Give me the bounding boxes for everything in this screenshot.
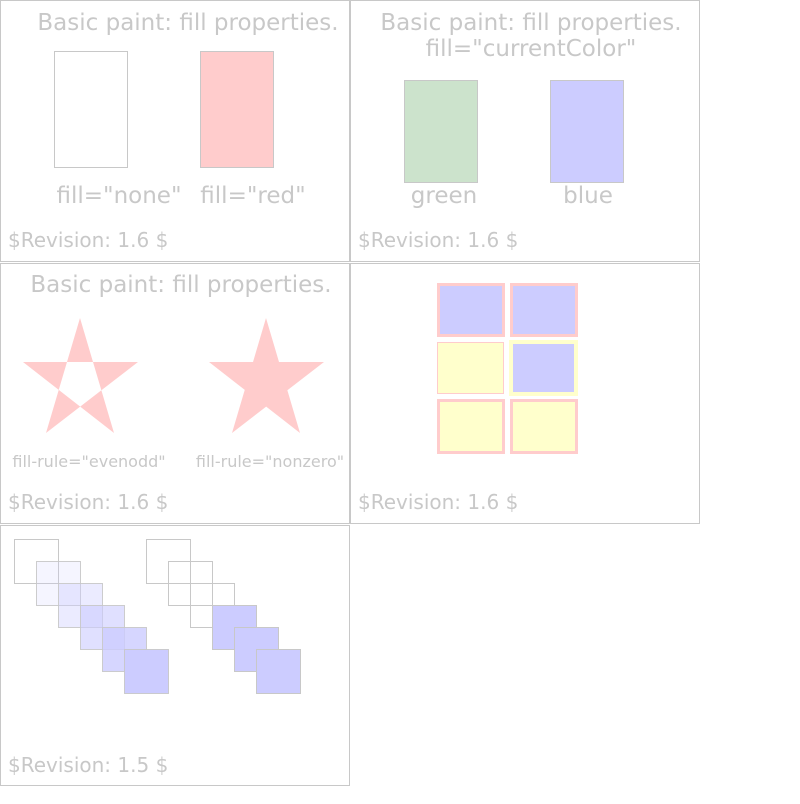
grid-rect-1 bbox=[437, 283, 505, 337]
panel-1-frame bbox=[0, 0, 350, 262]
evenodd-label: fill-rule="evenodd" bbox=[12, 452, 165, 471]
opacity-squares-left bbox=[14, 539, 169, 694]
grid-rect-4 bbox=[509, 340, 578, 396]
panel-2-title: Basic paint: fill properties. bbox=[380, 10, 681, 36]
paint-grid bbox=[437, 283, 578, 454]
evenodd-star bbox=[23, 318, 138, 433]
fill-red-label: fill="red" bbox=[200, 183, 305, 209]
green-label: green bbox=[411, 183, 477, 209]
blue-rect bbox=[550, 80, 624, 183]
panel-3-title: Basic paint: fill properties. bbox=[30, 272, 331, 298]
panel-2-frame bbox=[350, 0, 700, 262]
blue-label: blue bbox=[563, 183, 613, 209]
grid-rect-2 bbox=[510, 283, 578, 337]
panel-2-subtitle: fill="currentColor" bbox=[426, 36, 637, 62]
green-rect bbox=[404, 80, 478, 183]
fill-none-rect bbox=[54, 51, 128, 168]
panel-5-frame bbox=[0, 525, 350, 786]
panel-1-revision: $Revision: 1.6 $ bbox=[8, 228, 168, 252]
grid-rect-6 bbox=[510, 399, 578, 454]
panel-4-frame bbox=[350, 263, 700, 524]
opacity-square bbox=[124, 649, 169, 694]
opacity-squares-right bbox=[146, 539, 301, 694]
nonzero-label: fill-rule="nonzero" bbox=[196, 452, 344, 471]
panel-5-revision: $Revision: 1.5 $ bbox=[8, 753, 168, 777]
panel-3-revision: $Revision: 1.6 $ bbox=[8, 490, 168, 514]
panel-1-title: Basic paint: fill properties. bbox=[37, 10, 338, 36]
panel-4-revision: $Revision: 1.6 $ bbox=[358, 490, 518, 514]
fill-none-label: fill="none" bbox=[56, 183, 181, 209]
nonzero-star bbox=[209, 318, 324, 433]
grid-rect-5 bbox=[437, 399, 505, 454]
panel-2-revision: $Revision: 1.6 $ bbox=[358, 228, 518, 252]
fill-red-rect bbox=[200, 51, 274, 168]
paint-square bbox=[256, 649, 301, 694]
grid-rect-3 bbox=[437, 342, 504, 394]
panel-3-frame bbox=[0, 263, 350, 524]
